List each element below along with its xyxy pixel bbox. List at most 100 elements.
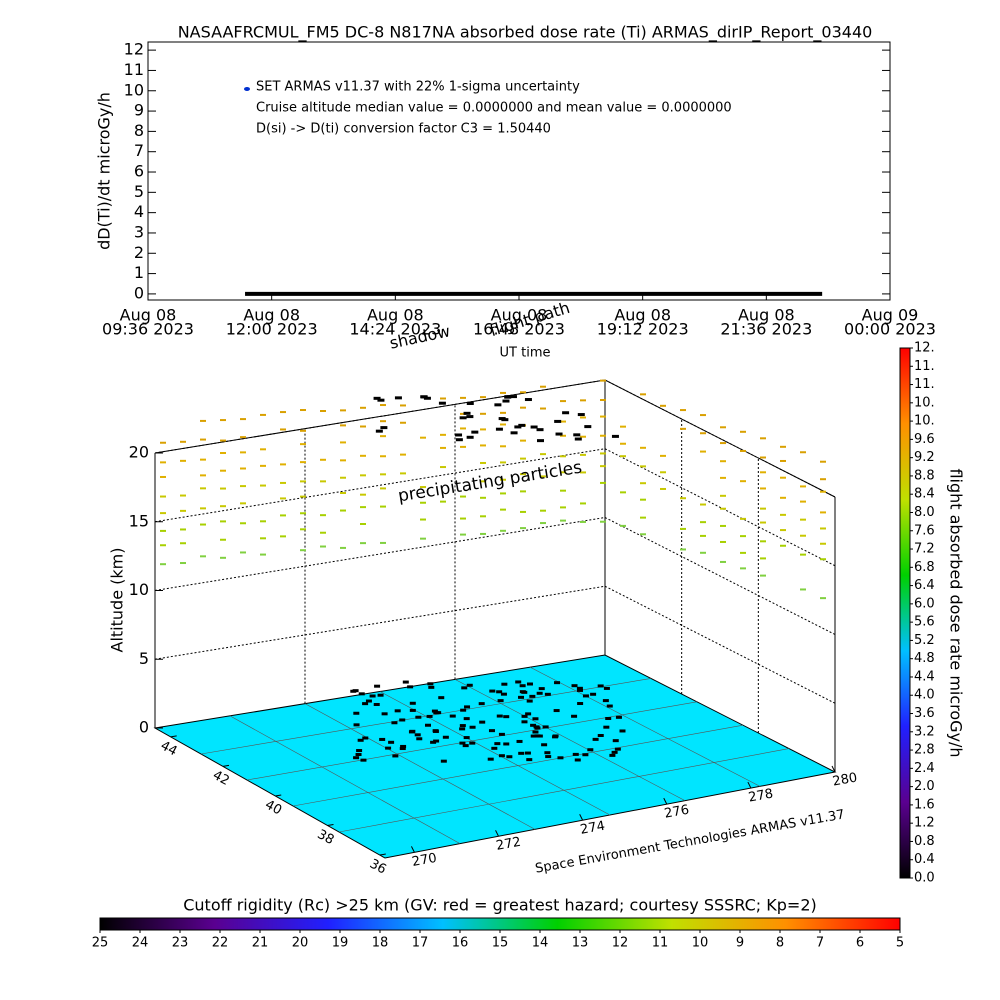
lat-tick (275, 794, 282, 797)
lat-tick (222, 764, 230, 767)
lon-tick-label: 276 (663, 803, 690, 822)
legend-marker (244, 87, 250, 91)
lon-tick-label: 280 (831, 770, 858, 789)
shadow-dot (381, 712, 388, 716)
flight-dot (502, 399, 510, 403)
y-tick-label: 4 (134, 202, 144, 221)
shadow-dot (460, 708, 467, 712)
colorbar-tick-label: 5.2 (914, 633, 935, 648)
z-tick-label: 5 (139, 649, 149, 668)
colorbar-tick-label: 18 (372, 936, 389, 951)
colorbar-tick-label: 21 (252, 936, 269, 951)
shadow-dot (503, 742, 510, 746)
flight-dot (459, 416, 467, 420)
shadow-dot (592, 737, 599, 741)
shadow-dot (388, 740, 395, 744)
shadow-dot (577, 702, 584, 706)
y-tick-label: 10 (124, 80, 144, 99)
lon-tick (831, 765, 836, 773)
shadow-dot (399, 747, 406, 751)
shadow-dot (377, 693, 384, 697)
flight-dot (555, 432, 563, 436)
shadow-dot (385, 746, 392, 750)
x-tick-label: Aug 09 (862, 306, 919, 325)
colorbar-tick-label: 9.6 (914, 432, 935, 447)
shadow-dot (407, 685, 414, 689)
y-axis-label: dD(Ti)/dt microGy/h (95, 92, 114, 250)
colorbar-tick-label: 14 (532, 936, 549, 951)
shadow-dot (433, 711, 440, 715)
shadow-dot (529, 694, 536, 698)
colorbar-tick-label: 0.0 (914, 871, 935, 886)
shadow-dot (506, 755, 513, 759)
lon-tick (579, 814, 584, 821)
lon-tick (495, 830, 499, 837)
scene-annotation: precipitating particles (397, 458, 584, 507)
shadow-dot (479, 720, 486, 724)
flight-dot (373, 396, 381, 400)
flight-dot (455, 433, 463, 437)
colorbar-tick-label: 19 (332, 936, 349, 951)
shadow-dot (469, 741, 476, 745)
y-tick-label: 12 (124, 40, 144, 59)
shadow-dot (488, 729, 495, 733)
shadow-dot (433, 739, 440, 743)
lon-tick (663, 797, 668, 805)
shadow-dot (521, 714, 528, 718)
shadow-dot (597, 734, 604, 737)
colorbar (899, 347, 911, 879)
shadow-dot (353, 756, 360, 760)
shadow-dot (394, 709, 401, 713)
shadow-dot (469, 725, 476, 729)
flight-dot (536, 428, 544, 432)
surface-grid (529, 666, 761, 787)
shadow-dot (379, 737, 386, 741)
colorbar-tick-label: 9 (736, 936, 744, 951)
z-tick-label: 15 (129, 511, 149, 530)
shadow-dot (357, 738, 364, 742)
shadow-dot (587, 748, 594, 752)
x-tick-label: Aug 08 (120, 306, 177, 325)
colorbar-tick-label: 13 (572, 936, 589, 951)
flight-dot (466, 435, 474, 439)
colorbar-tick-label: 6 (856, 936, 864, 951)
x-tick-label: 16:48 2023 (473, 320, 565, 339)
flight-dot (455, 438, 463, 442)
flight-dot (524, 398, 532, 402)
y-tick-label: 3 (134, 222, 144, 241)
shadow-dot (391, 721, 398, 725)
x-tick-label: Aug 08 (614, 306, 671, 325)
shadow-dot (553, 709, 560, 713)
shadow-dot (350, 689, 357, 693)
wall-grid (604, 448, 836, 567)
colorbar-tick-label: 9.2 (914, 450, 935, 465)
shadow-dot (438, 696, 445, 700)
shadow-dot (611, 750, 618, 754)
shadow-dot (402, 680, 409, 684)
colorbar-tick-label: 4.8 (914, 651, 935, 666)
lat-tick-label: 38 (315, 827, 337, 848)
shadow-dot (521, 720, 528, 724)
colorbar-tick-label: 22 (212, 936, 229, 951)
lat-tick (327, 824, 334, 826)
colorbar-tick-label: 7 (816, 936, 824, 951)
shadow-dot (614, 747, 621, 751)
shadow-dot (525, 712, 532, 716)
shadow-dot (353, 723, 360, 727)
shadow-dot (409, 708, 416, 712)
y-tick-label: 11 (124, 60, 144, 79)
x-tick-label: 21:36 2023 (720, 320, 812, 339)
shadow-dot (582, 753, 589, 757)
shadow-dot (494, 742, 501, 746)
shadow-dot (571, 714, 578, 718)
colorbar-tick-label: 7.2 (914, 542, 935, 557)
flight-dot (584, 425, 592, 429)
colorbar-tick-label: 6.8 (914, 560, 935, 575)
colorbar-tick-label: 12 (612, 936, 629, 951)
shadow-dot (362, 702, 369, 706)
lon-tick-label: 274 (579, 819, 606, 838)
shadow-dot (373, 703, 380, 707)
colorbar-tick-label: 4.4 (914, 669, 935, 684)
flight-dot (510, 431, 518, 435)
flight-dot (536, 439, 544, 443)
